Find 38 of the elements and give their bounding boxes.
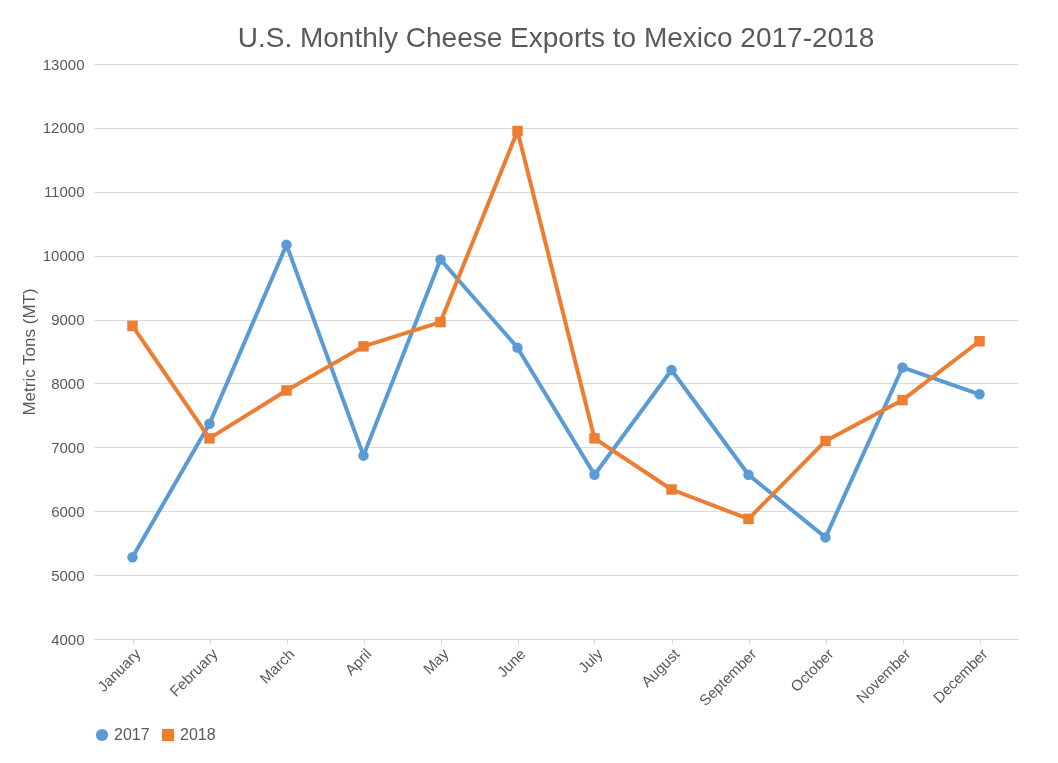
y-tick-label: 5000 [51,566,85,584]
y-tick-label: 4000 [51,630,85,648]
point [666,364,677,376]
y-tick-label: 9000 [51,311,85,329]
chart-title: U.S. Monthly Cheese Exports to Mexico 2017-2018 [237,22,875,53]
point [589,433,600,444]
point [743,513,754,525]
point [358,341,369,352]
point [512,125,523,137]
legend-label: 2018 [180,726,216,743]
y-axis-title: Metric Tons (MT) [19,288,39,416]
legend-label: 2017 [114,726,150,743]
x-tick-label: May [419,644,452,678]
point [435,316,446,328]
point [666,484,677,495]
point [435,254,446,265]
x-tick-label: July [574,644,606,676]
y-tick-label: 6000 [51,502,85,520]
point [897,394,908,406]
point [512,342,523,353]
y-tick-label: 7000 [51,438,85,456]
point [204,418,215,429]
point [204,433,215,444]
point [281,385,292,396]
y-tick-label: 10000 [42,247,85,265]
point [820,435,831,447]
point [589,469,600,481]
y-tick-label: 12000 [42,119,85,137]
point [974,389,985,400]
point [897,362,908,373]
point [127,551,138,563]
y-tick-label: 11000 [43,183,85,201]
point [743,469,754,481]
point [127,320,138,332]
point [820,532,831,543]
point [974,336,985,347]
y-tick-label: 13000 [42,55,85,73]
y-tick-label: 8000 [51,374,85,392]
